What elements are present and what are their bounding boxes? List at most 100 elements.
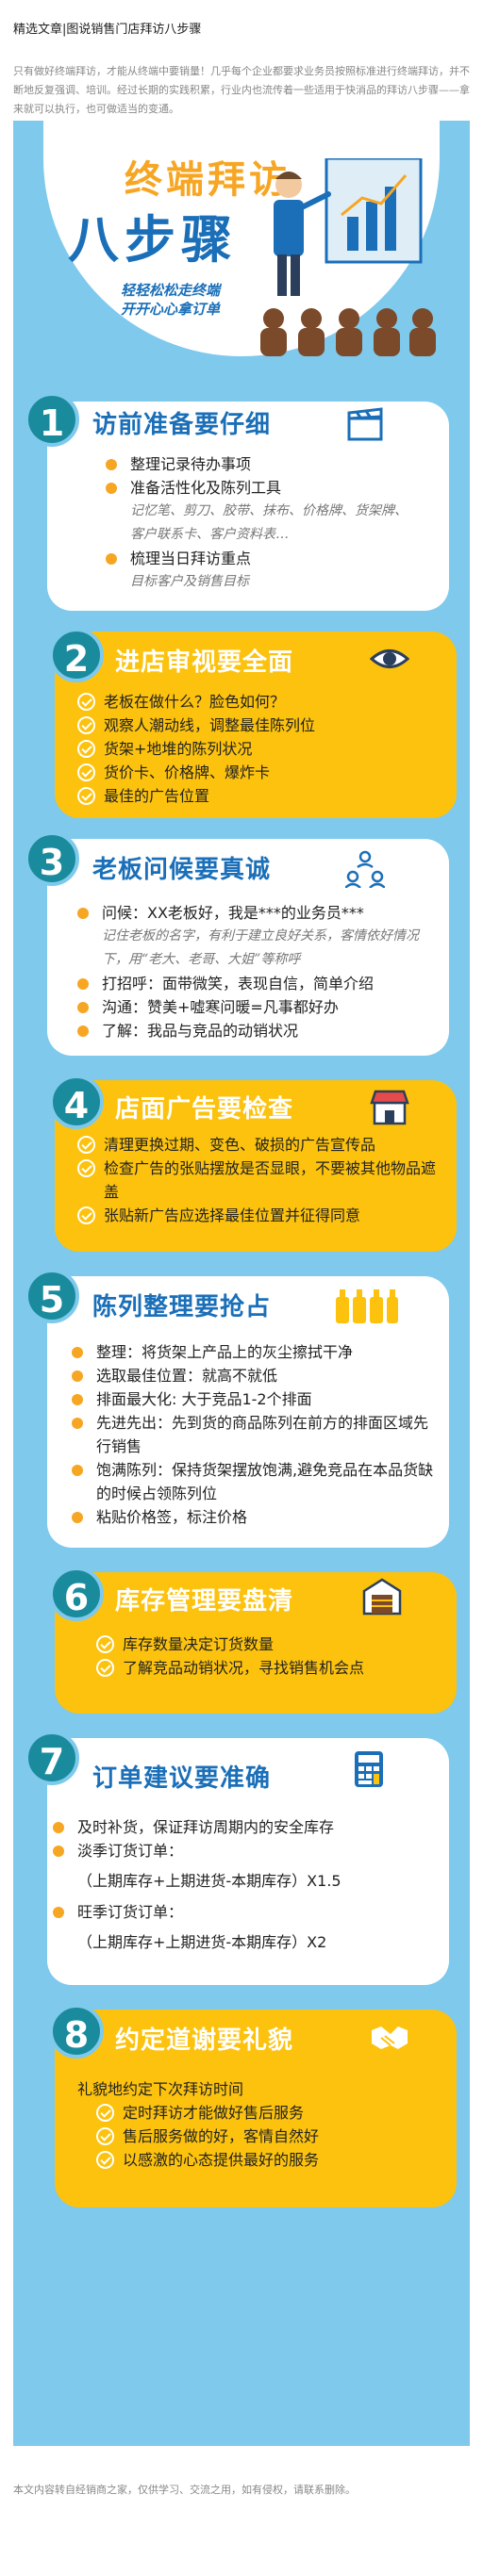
bullet-dot-icon xyxy=(72,1512,83,1523)
section-5-card: 5 陈列整理要抢占 整理：将货架上产品上的灰尘擦拭干净 选取最佳位置：就高不就低… xyxy=(25,1269,449,1548)
list-item: 及时补货，保证拜访周期内的安全库存 xyxy=(51,1815,438,1839)
item-text: 及时补货，保证拜访周期内的安全库存 xyxy=(77,1818,335,1836)
check-circle-icon xyxy=(77,740,95,758)
bullet-dot-icon xyxy=(77,1002,89,1013)
list-item: 了解：我品与竞品的动销状况 xyxy=(75,1019,434,1042)
section-4-card: 4 店面广告要检查 清理更换过期、变色、破损的广告宣传品 检查广告的张贴摆放是否… xyxy=(49,1075,457,1252)
hero-subtitle-line1: 轻轻松松走终端 xyxy=(121,282,221,299)
item-text: 以感激的心态提供最好的服务 xyxy=(123,2151,320,2169)
bullet-dot-icon xyxy=(72,1465,83,1476)
list-item: 货架+地堆的陈列状况 xyxy=(77,737,436,761)
formula-text: （上期库存+上期进货-本期库存）X2 xyxy=(77,1933,327,1951)
list-item: 定时拜访才能做好售后服务 xyxy=(96,2101,436,2125)
section-items: 老板在做什么？脸色如何？ 观察人潮动线，调整最佳陈列位 货架+地堆的陈列状况 货… xyxy=(77,690,436,808)
section-number: 2 xyxy=(49,628,104,682)
warehouse-icon xyxy=(362,1578,402,1616)
item-text: 了解：我品与竞品的动销状况 xyxy=(102,1022,299,1040)
item-text: 准备活性化及陈列工具 xyxy=(130,479,282,497)
check-circle-icon xyxy=(96,1659,114,1677)
section-title: 访前准备要仔细 xyxy=(92,411,272,439)
infographic-poster: 终端拜访 八步骤 轻轻松松走终端 开开心心拿订单 xyxy=(13,121,470,2446)
check-circle-icon xyxy=(77,1136,95,1154)
check-circle-icon xyxy=(77,763,95,781)
item-text: 整理：将货架上产品上的灰尘擦拭干净 xyxy=(96,1343,354,1361)
list-item: 整理：将货架上产品上的灰尘擦拭干净 xyxy=(70,1340,438,1364)
item-text: 最佳的广告位置 xyxy=(104,787,210,805)
list-item: 粘贴价格签，标注价格 xyxy=(70,1505,438,1529)
section-title: 约定道谢要礼貌 xyxy=(115,2026,294,2055)
list-item: 清理更换过期、变色、破损的广告宣传品 xyxy=(77,1133,445,1157)
bullet-dot-icon xyxy=(106,459,117,470)
check-circle-icon xyxy=(77,787,95,805)
item-text: 选取最佳位置：就高不就低 xyxy=(96,1367,278,1385)
bullet-dot-icon xyxy=(77,908,89,919)
list-item: 梳理当日拜访重点 xyxy=(104,547,415,570)
section-title: 老板问候要真诚 xyxy=(92,856,272,884)
list-item: 售后服务做的好，客情自然好 xyxy=(96,2125,436,2148)
bullet-dot-icon xyxy=(77,1025,89,1037)
storefront-icon xyxy=(370,1090,409,1125)
item-text: 淡季订货订单： xyxy=(77,1842,184,1860)
item-text: 库存数量决定订货数量 xyxy=(123,1635,275,1653)
section-items: 清理更换过期、变色、破损的广告宣传品 检查广告的张贴摆放是否显眼，不要被其他物品… xyxy=(77,1133,445,1227)
item-text: 排面最大化: 大于竞品1-2个排面 xyxy=(96,1390,312,1408)
list-item: 观察人潮动线，调整最佳陈列位 xyxy=(77,714,436,737)
section-number: 7 xyxy=(25,1731,79,1785)
check-circle-icon xyxy=(96,2104,114,2122)
hero-title-line1: 终端拜访 xyxy=(125,158,291,202)
list-item: 最佳的广告位置 xyxy=(77,784,436,808)
bullet-dot-icon xyxy=(77,978,89,990)
item-text: 旺季订货订单： xyxy=(77,1903,184,1921)
check-circle-icon xyxy=(77,693,95,711)
item-text: 沟通：赞美+嘘寒问暖=凡事都好办 xyxy=(102,998,339,1016)
item-text: 先进先出：先到货的商品陈列在前方的排面区域先行销售 xyxy=(96,1414,429,1455)
section-number: 1 xyxy=(25,392,79,447)
check-circle-icon xyxy=(77,716,95,734)
section-items: 整理记录待办事项 准备活性化及陈列工具 记忆笔、剪刀、胶带、抹布、价格牌、货架牌… xyxy=(104,452,415,594)
bullet-dot-icon xyxy=(72,1394,83,1405)
list-item: 库存数量决定订货数量 xyxy=(96,1633,445,1656)
eye-icon xyxy=(370,649,409,668)
hero-banner: 终端拜访 八步骤 轻轻松松走终端 开开心心拿订单 xyxy=(40,121,445,358)
item-text: 货架+地堆的陈列状况 xyxy=(104,740,253,758)
section-7-card: 7 订单建议要准确 及时补货，保证拜访周期内的安全库存 淡季订货订单： （上期库… xyxy=(25,1731,449,1985)
list-item: 沟通：赞美+嘘寒问暖=凡事都好办 xyxy=(75,995,434,1019)
item-text: 检查广告的张贴摆放是否显眼，不要被其他物品遮盖 xyxy=(104,1159,437,1201)
section-title: 陈列整理要抢占 xyxy=(92,1293,272,1321)
list-lead-text: 礼貌地约定下次拜访时间 xyxy=(77,2080,244,2098)
list-item: 选取最佳位置：就高不就低 xyxy=(70,1364,438,1387)
item-text: 整理记录待办事项 xyxy=(130,455,252,473)
check-circle-icon xyxy=(96,2151,114,2169)
section-3-card: 3 老板问候要真诚 问候：XX老板好，我是***的业务员*** 记住老板的名字，… xyxy=(25,831,449,1056)
page-title: 精选文章|图说销售门店拜访八步骤 xyxy=(13,23,202,37)
bullet-dot-icon xyxy=(106,483,117,494)
section-number: 8 xyxy=(49,2004,104,2059)
section-1-card: 1 访前准备要仔细 整理记录待办事项 准备活性化及陈列工具 记忆笔、剪刀、胶带、… xyxy=(25,392,449,611)
list-item: 老板在做什么？脸色如何？ xyxy=(77,690,436,714)
hero-subtitle: 轻轻松松走终端 开开心心拿订单 xyxy=(121,281,220,319)
list-item: 以感激的心态提供最好的服务 xyxy=(96,2148,436,2172)
item-text: 定时拜访才能做好售后服务 xyxy=(123,2104,305,2122)
list-item: 检查广告的张贴摆放是否显眼，不要被其他物品遮盖 xyxy=(77,1157,445,1204)
item-text: 了解竞品动销状况，寻找销售机会点 xyxy=(123,1659,365,1677)
section-title: 订单建议要准确 xyxy=(92,1764,272,1793)
list-item: 旺季订货订单： xyxy=(51,1900,438,1924)
item-text: 老板在做什么？脸色如何？ xyxy=(104,693,286,711)
section-number: 4 xyxy=(49,1075,104,1129)
people-network-icon xyxy=(345,850,385,888)
list-item: 货价卡、价格牌、爆炸卡 xyxy=(77,761,436,784)
presenter-illustration-icon xyxy=(260,158,436,356)
item-text: 售后服务做的好，客情自然好 xyxy=(123,2127,320,2145)
bottles-icon xyxy=(336,1289,398,1323)
item-text: 清理更换过期、变色、破损的广告宣传品 xyxy=(104,1136,376,1154)
check-circle-icon xyxy=(96,1635,114,1653)
list-item: 排面最大化: 大于竞品1-2个排面 xyxy=(70,1387,438,1411)
section-8-card: 8 约定道谢要礼貌 礼貌地约定下次拜访时间 定时拜访才能做好售后服务 售后服务做… xyxy=(49,2004,457,2207)
bullet-dot-icon xyxy=(53,1846,64,1857)
section-number: 5 xyxy=(25,1269,79,1323)
list-item: 先进先出：先到货的商品陈列在前方的排面区域先行销售 xyxy=(70,1411,438,1458)
item-text: 打招呼：面带微笑，表现自信，简单介绍 xyxy=(102,975,375,993)
item-text: 观察人潮动线，调整最佳陈列位 xyxy=(104,716,316,734)
list-note: 目标客户及销售目标 xyxy=(130,574,249,589)
section-items: 库存数量决定订货数量 了解竞品动销状况，寻找销售机会点 xyxy=(96,1633,445,1680)
